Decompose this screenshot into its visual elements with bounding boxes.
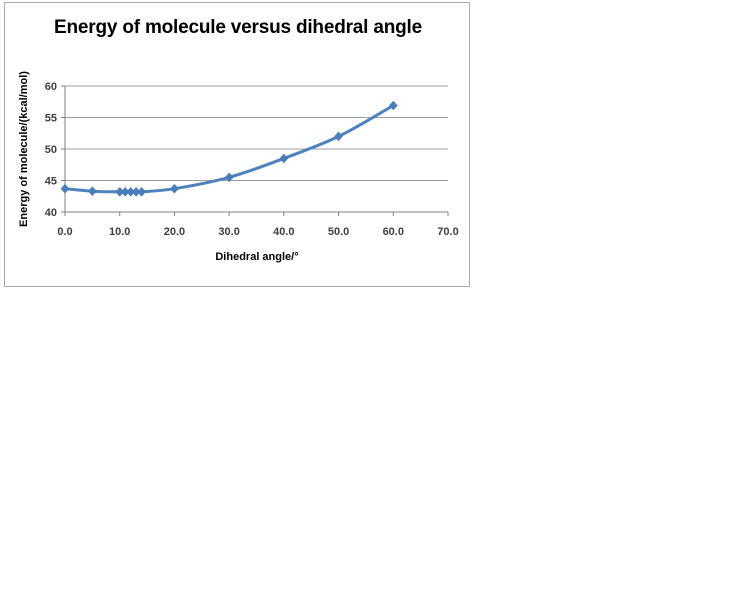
y-tick-label: 50: [45, 144, 57, 156]
data-point-marker: [170, 183, 179, 194]
x-tick-label: 70.0: [437, 226, 458, 238]
data-point-marker: [88, 186, 97, 197]
data-point-marker: [137, 186, 146, 197]
data-point-marker: [388, 100, 398, 111]
data-point-marker: [334, 131, 343, 142]
y-tick-label: 55: [45, 113, 57, 125]
chart-title: Energy of molecule versus dihedral angle: [54, 17, 422, 38]
data-point-marker: [279, 153, 289, 164]
y-tick-label: 40: [45, 207, 57, 219]
x-tick-label: 0.0: [57, 226, 72, 238]
chart-frame[interactable]: Energy of molecule versus dihedral angle…: [4, 2, 470, 287]
x-tick-label: 60.0: [383, 226, 404, 238]
x-tick-label: 40.0: [273, 226, 294, 238]
x-tick-label: 10.0: [109, 226, 130, 238]
x-tick-label: 50.0: [328, 226, 349, 238]
x-tick-label: 20.0: [164, 226, 185, 238]
data-point-marker: [60, 183, 70, 194]
y-tick-label: 60: [45, 81, 57, 93]
plot-area: 40 45 50 55 60 0.0 10.0 20.0 30.0 40.0 50.0 60.0 70.…: [45, 81, 459, 238]
y-tick-label: 45: [45, 176, 57, 188]
x-axis-title: Dihedral angle/°: [215, 251, 299, 263]
data-point-marker: [224, 172, 234, 183]
x-tick-label: 30.0: [218, 226, 239, 238]
